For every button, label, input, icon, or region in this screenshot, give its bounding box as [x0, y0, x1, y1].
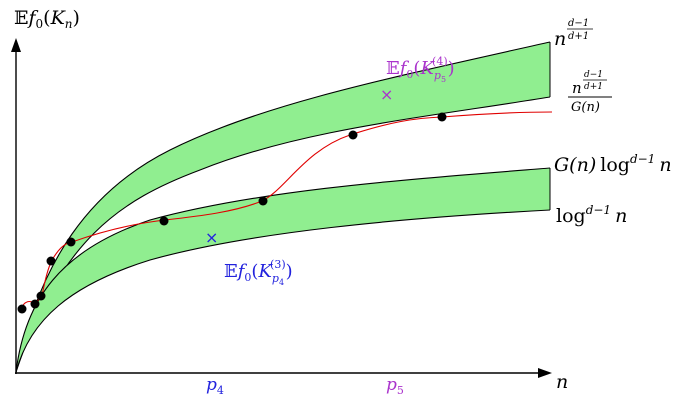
dot	[36, 291, 46, 301]
marker-k3: ×	[205, 228, 218, 247]
svg-text:d+1: d+1	[568, 31, 589, 42]
label-upper-bottom: n d−1 d+1 G(n)	[568, 70, 612, 115]
upper-curve-top	[15, 41, 551, 373]
x-axis-label: n	[556, 371, 568, 393]
intersection-dots	[17, 112, 447, 314]
dot	[258, 196, 268, 206]
label-k4: 𝔼f0(Kp5(4))	[386, 55, 455, 84]
dot	[66, 237, 76, 247]
label-lower-top: G(n) logd−1 n	[554, 152, 672, 176]
dot	[30, 299, 40, 309]
marker-k4: ×	[380, 85, 393, 104]
y-axis-label: 𝔼f0(Kn)	[14, 7, 80, 31]
x-axis-arrow-icon	[538, 368, 552, 378]
dot	[17, 304, 27, 314]
svg-text:d−1: d−1	[584, 70, 603, 80]
svg-text:G(n): G(n)	[571, 100, 600, 115]
upper-band	[16, 42, 550, 372]
tick-p4: p4	[206, 375, 224, 397]
svg-text:d+1: d+1	[584, 82, 603, 92]
svg-text:n: n	[554, 28, 566, 50]
tick-p5: p5	[386, 375, 404, 397]
svg-text:d−1: d−1	[568, 18, 589, 29]
dot	[46, 256, 56, 266]
label-lower-bottom: logd−1 n	[556, 203, 627, 227]
dot	[348, 130, 358, 140]
label-upper-top: n d−1 d+1	[554, 18, 593, 50]
lower-curve-bottom	[15, 209, 551, 373]
svg-text:n: n	[572, 79, 582, 97]
dot	[437, 112, 447, 122]
dot	[159, 216, 169, 226]
label-k3: 𝔼f0(Kp4(3))	[224, 258, 293, 287]
y-axis-arrow-icon	[11, 38, 21, 52]
